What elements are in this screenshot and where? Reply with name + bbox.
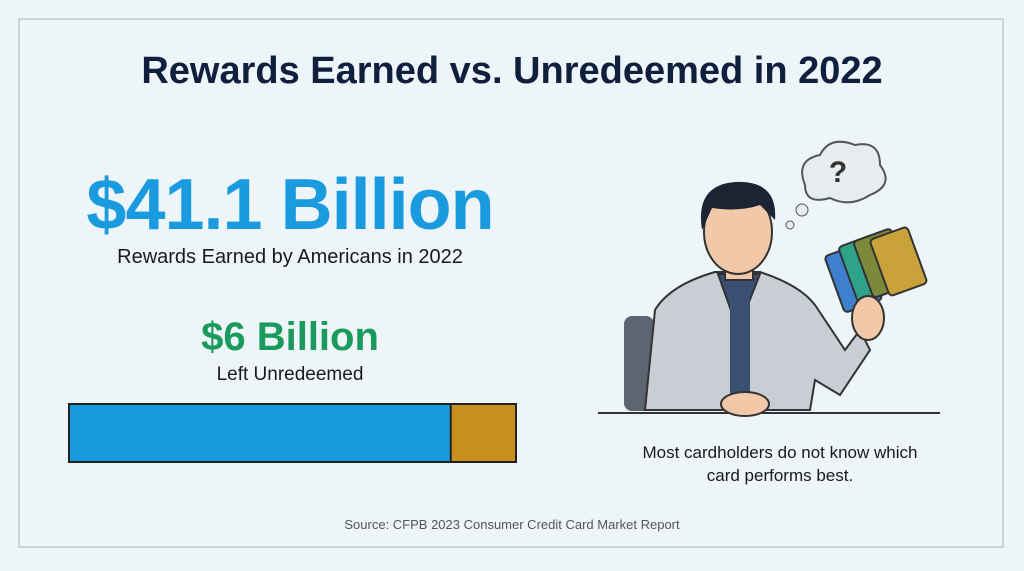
jacket: [643, 271, 872, 411]
source: Source: CFPB 2023 Consumer Credit Card M…: [344, 517, 680, 532]
unredeemed-label: $6 Billion: [201, 315, 379, 359]
unredeemed-caption: Left Unredeemed: [216, 364, 364, 385]
shirt-body: [730, 300, 750, 410]
thought-mark: ?: [829, 156, 847, 189]
earned-bar: [68, 403, 517, 463]
title: Rewards Earned vs. Unredeemed in 2022: [141, 50, 883, 92]
unredeemed-bar: [449, 403, 518, 463]
earned-label: $41.1 Billion: [86, 165, 494, 245]
hair: [700, 181, 776, 230]
frame: [18, 18, 1004, 548]
note: Most cardholders do not know which card …: [642, 443, 918, 485]
earned-caption: Rewards Earned by Americans in 2022: [117, 246, 463, 268]
thought-dot: [785, 220, 795, 230]
thought-dot: [795, 203, 809, 217]
thought-cloud: [801, 140, 887, 204]
hand-left: [720, 391, 770, 417]
hand-right: [851, 295, 885, 341]
